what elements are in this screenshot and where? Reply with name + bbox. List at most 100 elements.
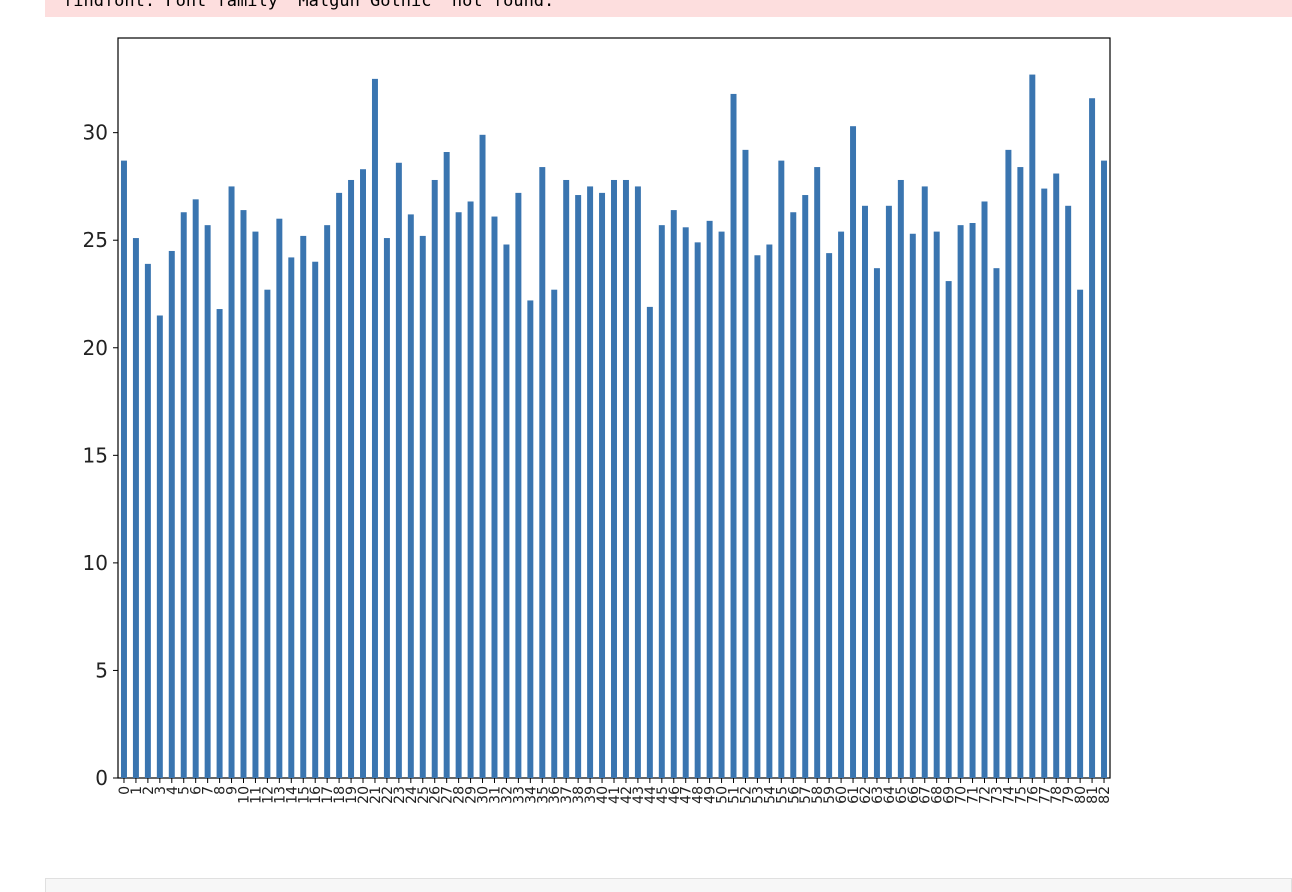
x-tick-label: 77 — [1037, 786, 1053, 804]
y-tick-label: 25 — [83, 228, 108, 252]
x-tick-label: 45 — [655, 786, 671, 804]
x-tick-label: 26 — [428, 786, 444, 804]
bar — [467, 201, 474, 778]
bar — [1005, 149, 1012, 778]
bar — [778, 160, 785, 778]
x-tick-label: 7 — [201, 786, 217, 795]
x-tick-label: 23 — [392, 786, 408, 804]
bar — [1101, 160, 1108, 778]
x-tick-label: 58 — [810, 786, 826, 804]
x-tick-label: 32 — [499, 786, 515, 804]
x-tick-label: 57 — [798, 786, 814, 804]
x-tick-label: 39 — [583, 786, 599, 804]
bar — [120, 160, 127, 778]
bar — [945, 281, 952, 778]
x-tick-label: 22 — [380, 786, 396, 804]
bar — [264, 289, 271, 778]
bar — [336, 192, 343, 778]
bar — [204, 225, 211, 778]
x-tick-label: 73 — [989, 786, 1005, 804]
bar — [539, 167, 546, 778]
bar — [312, 261, 319, 778]
bar — [969, 223, 976, 778]
x-tick-label: 63 — [870, 786, 886, 804]
x-tick-label: 0 — [117, 786, 133, 795]
bar — [634, 186, 641, 778]
bar — [766, 244, 773, 779]
x-tick-label: 48 — [691, 786, 707, 804]
bar — [503, 244, 510, 779]
bar — [479, 134, 486, 779]
x-tick-label: 66 — [906, 786, 922, 804]
y-tick-label: 5 — [95, 658, 108, 682]
x-tick-label: 80 — [1073, 786, 1089, 804]
bar — [431, 179, 438, 778]
bar — [622, 179, 629, 778]
bar — [360, 169, 366, 778]
x-tick-label: 79 — [1061, 786, 1077, 804]
x-tick-label: 27 — [440, 786, 456, 804]
bar — [814, 167, 821, 778]
x-tick-label: 31 — [487, 786, 503, 804]
x-tick-label: 18 — [332, 786, 348, 804]
bar — [826, 253, 833, 778]
bar — [599, 192, 606, 778]
bar — [790, 212, 797, 778]
bar — [288, 257, 295, 779]
x-tick-label: 34 — [523, 786, 539, 804]
x-tick-label: 36 — [547, 786, 563, 804]
x-tick-label: 64 — [882, 786, 898, 804]
x-tick-label: 24 — [404, 786, 420, 804]
x-tick-label: 6 — [189, 786, 205, 795]
x-tick-label: 47 — [679, 786, 695, 804]
bar — [1089, 98, 1096, 779]
x-tick-label: 20 — [356, 786, 372, 804]
bar — [563, 179, 570, 778]
x-tick-label: 78 — [1049, 786, 1065, 804]
x-tick-label: 28 — [452, 786, 468, 804]
bar — [515, 192, 522, 778]
x-tick-label: 76 — [1025, 786, 1041, 804]
x-tick-label: 65 — [894, 786, 910, 804]
x-tick-label: 5 — [177, 786, 193, 795]
x-tick-label: 43 — [631, 786, 647, 804]
bar — [658, 225, 665, 778]
x-tick-label: 74 — [1001, 786, 1017, 804]
bar — [443, 152, 450, 779]
bar — [742, 149, 749, 778]
bar — [730, 93, 737, 778]
bar — [850, 126, 857, 778]
bar — [706, 220, 713, 779]
x-tick-label: 38 — [571, 786, 587, 804]
x-tick-label: 13 — [272, 786, 288, 804]
x-tick-label: 82 — [1097, 786, 1113, 804]
bar — [682, 227, 689, 779]
x-tick-label: 49 — [703, 786, 719, 804]
x-tick-label: 29 — [464, 786, 480, 804]
bar — [1041, 188, 1048, 778]
x-tick-label: 53 — [750, 786, 766, 804]
bar — [838, 231, 845, 779]
next-cell — [45, 878, 1292, 892]
bar — [862, 205, 868, 778]
bar — [885, 205, 892, 778]
bar — [240, 210, 247, 778]
bar — [993, 268, 1000, 778]
warning-text: findfont: Font family 'Malgun Gothic' no… — [63, 0, 555, 11]
x-tick-label: 72 — [978, 786, 994, 804]
bar — [371, 78, 378, 779]
x-tick-label: 69 — [942, 786, 958, 804]
bar — [455, 212, 462, 778]
bar — [611, 179, 617, 778]
bar — [491, 216, 498, 778]
x-tick-label: 41 — [607, 786, 623, 804]
bar — [551, 289, 558, 778]
x-tick-label: 8 — [213, 786, 229, 795]
x-tick-label: 12 — [260, 786, 276, 804]
x-tick-label: 25 — [416, 786, 432, 804]
x-tick-label: 42 — [619, 786, 635, 804]
chart: 0510152025300123456789101112131415161718… — [83, 37, 1113, 804]
bar — [407, 214, 414, 778]
bar — [1065, 205, 1072, 778]
